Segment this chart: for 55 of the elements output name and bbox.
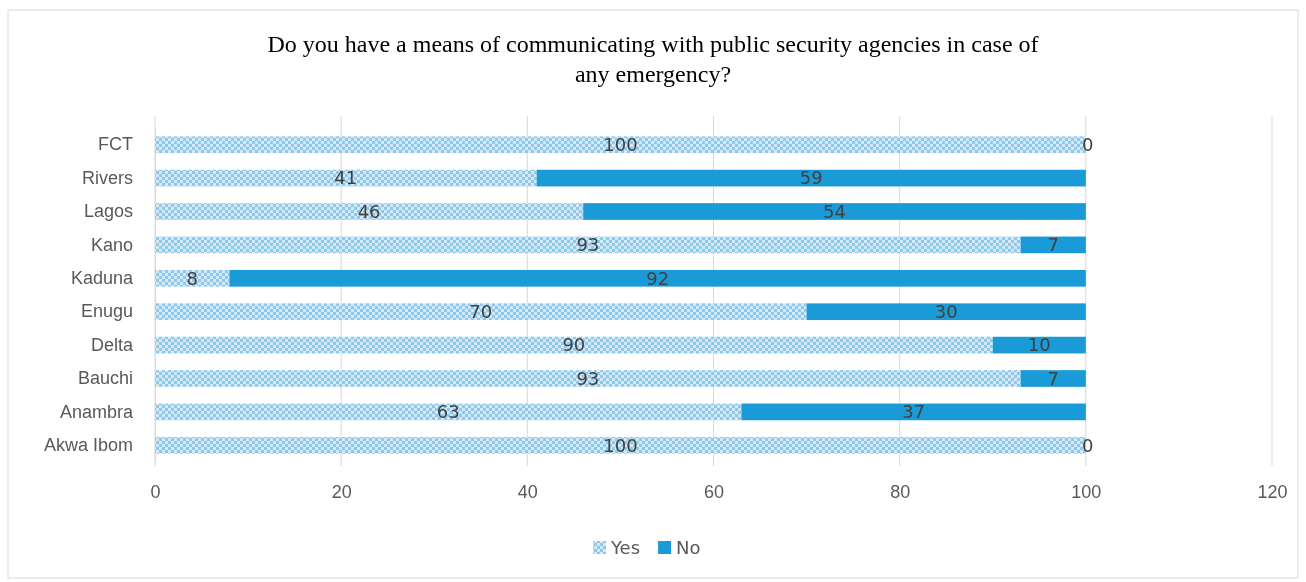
data-label: 0 <box>1082 134 1094 155</box>
bar <box>1020 370 1086 387</box>
bar <box>806 303 1086 321</box>
y-tick-label: Kano <box>90 234 133 255</box>
bar <box>536 169 1086 187</box>
data-label: 41 <box>334 167 358 189</box>
bar <box>155 370 1021 387</box>
y-tick-label: Lagos <box>83 201 133 222</box>
legend-label: Yes <box>610 537 641 559</box>
data-label: 93 <box>576 367 600 389</box>
data-label: 30 <box>934 301 958 322</box>
x-tick-label: 80 <box>890 481 911 502</box>
data-label: 92 <box>646 267 670 289</box>
x-tick-label: 20 <box>331 481 352 502</box>
y-tick-label: Akwa Ibom <box>43 435 133 456</box>
bar <box>1020 236 1086 254</box>
bar <box>741 403 1086 421</box>
y-tick-label: Bauchi <box>77 368 133 389</box>
bar <box>155 169 537 187</box>
bar <box>229 269 1086 287</box>
bar <box>155 303 807 321</box>
x-tick-label: 120 <box>1257 481 1288 502</box>
data-label: 10 <box>1027 334 1051 356</box>
bar <box>583 203 1086 220</box>
bar <box>155 203 584 220</box>
data-label: 37 <box>902 401 926 423</box>
data-label: 7 <box>1047 234 1059 256</box>
y-tick-label: Rivers <box>81 167 133 188</box>
legend-label: No <box>676 537 701 559</box>
data-label: 93 <box>576 234 600 256</box>
data-label: 0 <box>1082 434 1094 456</box>
data-label: 8 <box>186 267 198 289</box>
bar <box>155 236 1021 254</box>
data-label: 7 <box>1047 367 1059 389</box>
y-tick-label: Delta <box>90 334 134 355</box>
chart-title: Do you have a means of communicating with public security agencies in case of any emergency? <box>267 31 1039 87</box>
y-tick-label: Enugu <box>80 301 133 322</box>
y-tick-label: Anambra <box>59 401 134 422</box>
data-label: 70 <box>469 301 493 322</box>
x-tick-label: 60 <box>703 481 725 502</box>
y-tick-label: FCT <box>98 134 133 155</box>
data-label: 100 <box>603 134 638 155</box>
data-label: 90 <box>562 334 586 356</box>
y-tick-label: Kaduna <box>70 268 134 289</box>
bar <box>155 269 230 287</box>
x-tick-label: 40 <box>517 481 538 502</box>
data-label: 59 <box>799 167 823 189</box>
bar <box>155 403 742 421</box>
data-label: 100 <box>603 434 638 456</box>
bar <box>155 336 993 354</box>
x-tick-label: 100 <box>1071 481 1102 502</box>
x-tick-label: 0 <box>150 481 161 502</box>
data-label: 46 <box>357 200 381 222</box>
data-label: 63 <box>436 401 460 423</box>
data-label: 54 <box>823 200 846 222</box>
